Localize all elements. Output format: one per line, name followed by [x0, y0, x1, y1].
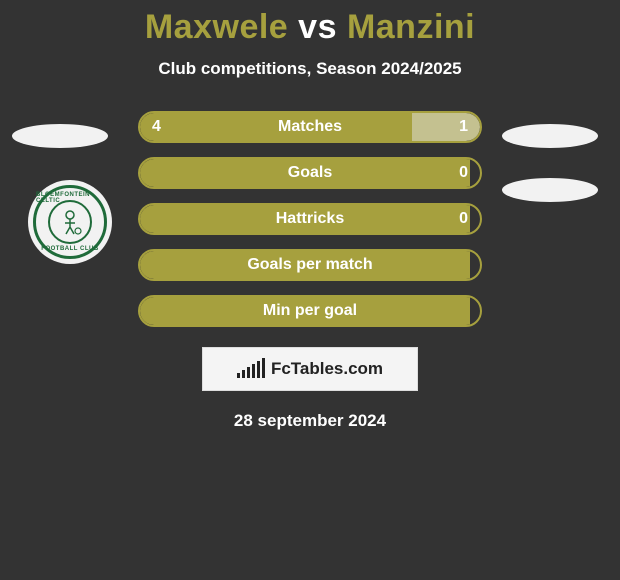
vs-label: vs	[298, 8, 337, 46]
club-crest-left: BLOEMFONTEIN CELTIC FOOTBALL CLUB	[28, 180, 112, 264]
club-slot-left	[12, 124, 108, 148]
crest-center	[48, 200, 92, 244]
player-right-name: Manzini	[347, 8, 475, 46]
club-slot-right	[502, 124, 598, 148]
stat-row: Hattricks0	[138, 203, 482, 235]
stat-value-left: 4	[152, 118, 161, 136]
crest-ring: BLOEMFONTEIN CELTIC FOOTBALL CLUB	[33, 185, 107, 259]
crest-bottom-text: FOOTBALL CLUB	[41, 246, 98, 252]
stat-label: Matches	[140, 118, 480, 136]
subtitle: Club competitions, Season 2024/2025	[0, 59, 620, 79]
stat-row: Min per goal	[138, 295, 482, 327]
stat-row: Matches4 1	[138, 111, 482, 143]
crest-top-text: BLOEMFONTEIN CELTIC	[36, 192, 104, 204]
stat-label: Goals	[140, 164, 480, 182]
stat-row: Goals per match	[138, 249, 482, 281]
stat-row: Goals0	[138, 157, 482, 189]
stat-label: Min per goal	[140, 302, 480, 320]
stat-value-right: 1	[459, 118, 468, 136]
comparison-card: Maxwele vs Manzini Club competitions, Se…	[0, 0, 620, 580]
bars-icon	[237, 360, 265, 378]
page-title: Maxwele vs Manzini	[0, 0, 620, 47]
club-slot-right-2	[502, 178, 598, 202]
stat-value-right: 0	[459, 210, 468, 228]
attribution-text: FcTables.com	[271, 359, 383, 379]
stat-value-right: 0	[459, 164, 468, 182]
player-left-name: Maxwele	[145, 8, 288, 46]
stat-label: Hattricks	[140, 210, 480, 228]
stat-label: Goals per match	[140, 256, 480, 274]
date-label: 28 september 2024	[0, 411, 620, 431]
crest-figure-icon	[55, 207, 85, 237]
attribution-box[interactable]: FcTables.com	[202, 347, 418, 391]
